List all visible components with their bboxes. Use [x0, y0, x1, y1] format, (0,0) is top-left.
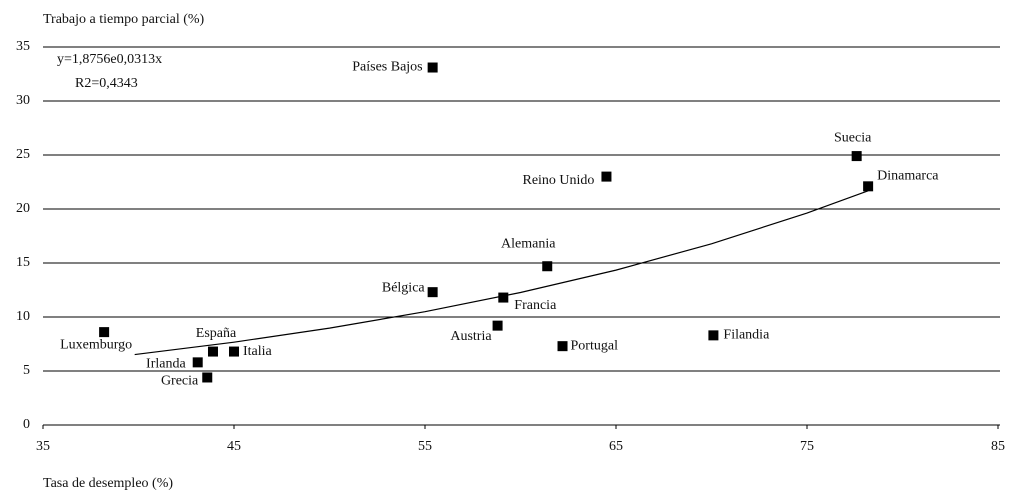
trendline: [134, 190, 869, 356]
point: [708, 330, 719, 341]
point-label: Luxemburgo: [60, 337, 132, 352]
point: [542, 261, 553, 272]
y-tick-label: 20: [16, 201, 30, 216]
point-label: Suecia: [834, 130, 872, 145]
point: [202, 372, 213, 383]
y-tick-label: 5: [23, 363, 30, 378]
x-tick-label: 65: [609, 439, 623, 454]
point: [427, 62, 438, 73]
point-label: Portugal: [571, 338, 619, 353]
point-label: Bélgica: [382, 280, 426, 295]
point-label: Francia: [514, 298, 557, 313]
y-tick-label: 10: [16, 309, 30, 324]
point-label: Filandia: [723, 328, 770, 343]
y-tick-label: 30: [16, 93, 30, 108]
y-axis-title: Trabajo a tiempo parcial (%): [43, 12, 205, 27]
y-tick-label: 15: [16, 255, 30, 270]
x-tick-label: 85: [991, 439, 1005, 454]
x-tick-label: 35: [36, 439, 50, 454]
x-tick-label: 45: [227, 439, 241, 454]
point: [851, 151, 862, 162]
point: [427, 287, 438, 298]
y-tick-label: 25: [16, 147, 30, 162]
point: [498, 292, 509, 303]
point-label: Alemania: [501, 236, 556, 251]
x-tick-label: 55: [418, 439, 432, 454]
point: [99, 327, 110, 338]
y-tick-label: 0: [23, 417, 30, 432]
point-label: Grecia: [161, 374, 199, 389]
point-label: Países Bajos: [352, 60, 422, 75]
point-label: Italia: [243, 344, 273, 359]
point-label: Reino Unido: [522, 173, 594, 188]
point: [557, 341, 568, 352]
r-squared: R2=0,4343: [75, 76, 138, 91]
point: [192, 357, 203, 368]
point: [207, 346, 218, 357]
equation: y=1,8756e0,0313x: [57, 52, 162, 67]
x-tick-label: 75: [800, 439, 814, 454]
x-axis-title: Tasa de desempleo (%): [43, 476, 173, 491]
point: [601, 171, 612, 182]
point: [863, 181, 874, 192]
point-label: Austria: [450, 329, 492, 344]
point-label: Dinamarca: [877, 169, 939, 184]
point-label: España: [196, 326, 237, 341]
point: [229, 346, 239, 357]
point-label: Irlanda: [146, 357, 186, 372]
y-tick-label: 35: [16, 39, 30, 54]
point: [492, 320, 503, 331]
